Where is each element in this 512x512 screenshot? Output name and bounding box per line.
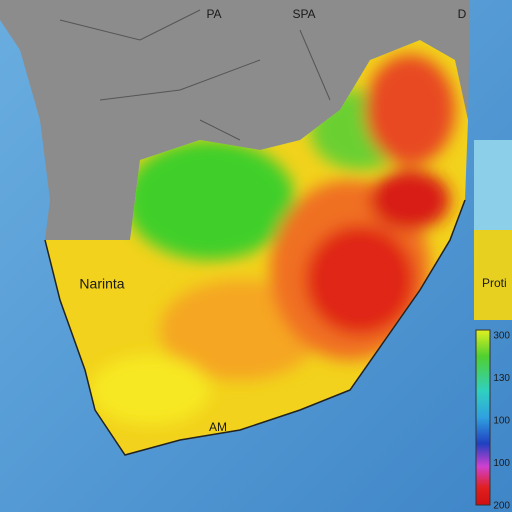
map-label: D bbox=[458, 7, 467, 21]
borders bbox=[59, 9, 331, 141]
coastline bbox=[44, 199, 466, 456]
map-label: AM bbox=[209, 420, 227, 434]
country-label: Narinta bbox=[79, 276, 124, 292]
map-label: SPA bbox=[292, 7, 315, 21]
legend-tick-label: 100 bbox=[493, 458, 510, 469]
legend-tick-label: 200 bbox=[493, 501, 510, 512]
map-label: PA bbox=[206, 7, 221, 21]
color-bar bbox=[475, 329, 491, 506]
inset-ocean bbox=[474, 140, 512, 230]
legend-tick-label: 300 bbox=[493, 331, 510, 342]
legend-tick-label: 100 bbox=[493, 416, 510, 427]
northern-land bbox=[0, 0, 470, 240]
legend-ticks: 300 130 100 100 200 bbox=[493, 331, 510, 512]
inset-label: Proti bbox=[482, 276, 507, 290]
legend-tick-label: 130 bbox=[493, 373, 510, 384]
